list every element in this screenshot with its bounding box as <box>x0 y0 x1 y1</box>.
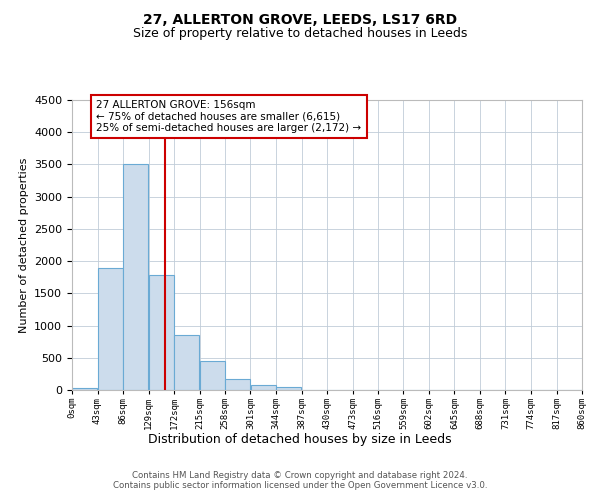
Y-axis label: Number of detached properties: Number of detached properties <box>19 158 29 332</box>
Bar <box>225 378 250 390</box>
Text: 27, ALLERTON GROVE, LEEDS, LS17 6RD: 27, ALLERTON GROVE, LEEDS, LS17 6RD <box>143 12 457 26</box>
Bar <box>200 361 225 390</box>
Bar <box>174 335 199 390</box>
Text: Distribution of detached houses by size in Leeds: Distribution of detached houses by size … <box>148 432 452 446</box>
Bar <box>251 384 276 390</box>
Text: 27 ALLERTON GROVE: 156sqm
← 75% of detached houses are smaller (6,615)
25% of se: 27 ALLERTON GROVE: 156sqm ← 75% of detac… <box>97 100 361 133</box>
Bar <box>149 276 174 390</box>
Text: Contains HM Land Registry data © Crown copyright and database right 2024.
Contai: Contains HM Land Registry data © Crown c… <box>113 470 487 490</box>
Bar <box>123 164 148 390</box>
Text: Size of property relative to detached houses in Leeds: Size of property relative to detached ho… <box>133 28 467 40</box>
Bar <box>276 388 301 390</box>
Bar <box>72 388 97 390</box>
Bar <box>98 268 123 390</box>
